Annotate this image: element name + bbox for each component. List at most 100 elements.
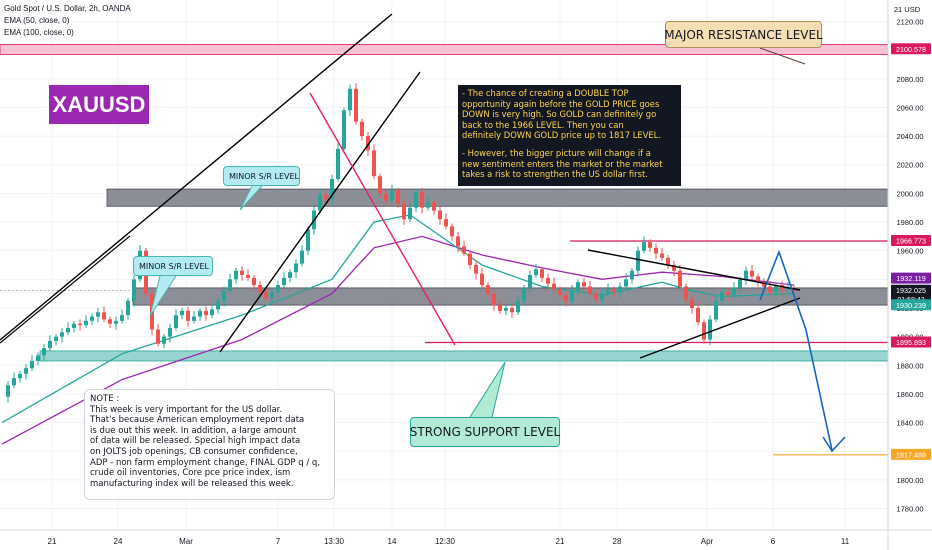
candle-body (102, 312, 106, 320)
candle-body (402, 203, 406, 220)
candle-body (132, 279, 136, 301)
candle-body (288, 272, 292, 278)
candle-body (582, 282, 586, 287)
candle-body (564, 295, 568, 301)
trendline-upper-channel (0, 13, 393, 341)
symbol-badge: XAUUSD (49, 85, 149, 124)
minor-sr-upper-pointer (239, 185, 263, 211)
candle-body (252, 277, 256, 286)
y-tick-label: 2080.00 (896, 75, 923, 84)
candle-body (282, 277, 286, 286)
candle-body (48, 340, 52, 349)
candle-body (576, 282, 580, 291)
candle-body (462, 246, 466, 254)
candle-body (354, 88, 358, 122)
candle-body (96, 312, 100, 317)
x-tick-label: 21 (48, 537, 57, 546)
candle-body (210, 309, 214, 316)
candle-body (654, 247, 658, 254)
candle-body (486, 285, 490, 294)
y-tick-label: 2040.00 (896, 132, 923, 141)
candle-body (270, 292, 274, 298)
candle-body (432, 201, 436, 211)
candle-body (510, 307, 514, 313)
candle-body (480, 273, 484, 286)
candle-body (324, 194, 328, 200)
candle-body (786, 287, 790, 290)
y-tick-label: 1960.00 (896, 247, 923, 256)
candle-body (318, 194, 322, 211)
price-label-box (891, 43, 931, 55)
candle-body (762, 282, 766, 287)
candle-body (732, 287, 736, 296)
candle-body (234, 270, 238, 280)
candle-body (498, 305, 502, 311)
candle-body (336, 148, 340, 180)
candle-body (618, 286, 622, 293)
candle-body (696, 307, 700, 323)
candle-body (420, 191, 424, 208)
candle-body (168, 328, 172, 337)
candle-body (360, 121, 364, 137)
x-tick-label: 14 (388, 537, 397, 546)
candle-body (294, 263, 298, 273)
candle-body (198, 310, 202, 317)
ema-fast-legend: EMA (50, close, 0) (4, 16, 70, 25)
candle-body (738, 279, 742, 288)
candle-body (702, 322, 706, 340)
price-label: 1932.025 (896, 286, 926, 295)
price-label-box (891, 299, 931, 311)
candle-body (162, 336, 166, 344)
candle-body (228, 279, 232, 291)
forecast-path (759, 249, 833, 451)
candle-body (540, 269, 544, 278)
candle-body (30, 360, 34, 369)
candle-body (348, 88, 352, 111)
y-tick-label: 1980.00 (896, 218, 923, 227)
candle-body (306, 229, 310, 251)
zone-upper-minor-s-r (106, 188, 889, 207)
candle-body (720, 292, 724, 301)
candle-body (366, 136, 370, 151)
candle-body (120, 315, 124, 321)
candle-body (126, 300, 130, 316)
candle-body (714, 300, 718, 320)
candle-body (342, 110, 346, 149)
x-tick-label: Apr (701, 537, 714, 546)
candle-body (492, 293, 496, 306)
candle-body (240, 270, 244, 276)
candle-body (630, 270, 634, 280)
ema-slow-legend: EMA (100, close, 0) (4, 28, 74, 37)
candle-body (444, 219, 448, 227)
x-tick-label: 13:30 (324, 537, 345, 546)
major-resistance-pointer (759, 47, 806, 65)
price-label-box (891, 234, 931, 246)
candle-body (474, 265, 478, 274)
candle-body (276, 285, 280, 293)
candle-body (528, 275, 532, 288)
candle-body (672, 265, 676, 271)
candle-body (678, 270, 682, 287)
candle-body (690, 299, 694, 308)
x-tick-label: Mar (179, 537, 193, 546)
candle-body (222, 290, 226, 301)
candle-body (594, 293, 598, 300)
candle-body (546, 277, 550, 284)
candle-body (600, 293, 604, 300)
candle-body (684, 286, 688, 300)
y-tick-label: 1880.00 (896, 361, 923, 370)
candle-body (186, 310, 190, 321)
candle-body (534, 269, 538, 276)
y-tick-label: 1840.00 (896, 419, 923, 428)
candle-body (522, 287, 526, 301)
triangle-upper-line (587, 249, 801, 291)
price-label: 1817.488 (896, 450, 926, 459)
candle-body (78, 323, 82, 326)
candle-body (114, 320, 118, 324)
candle-body (258, 285, 262, 293)
analysis-callout: - The chance of creating a DOUBLE TOP op… (458, 85, 681, 186)
trendline-left-support (0, 235, 131, 344)
candle-body (450, 226, 454, 237)
analysis-paragraph-1: - The chance of creating a DOUBLE TOP op… (462, 88, 662, 141)
